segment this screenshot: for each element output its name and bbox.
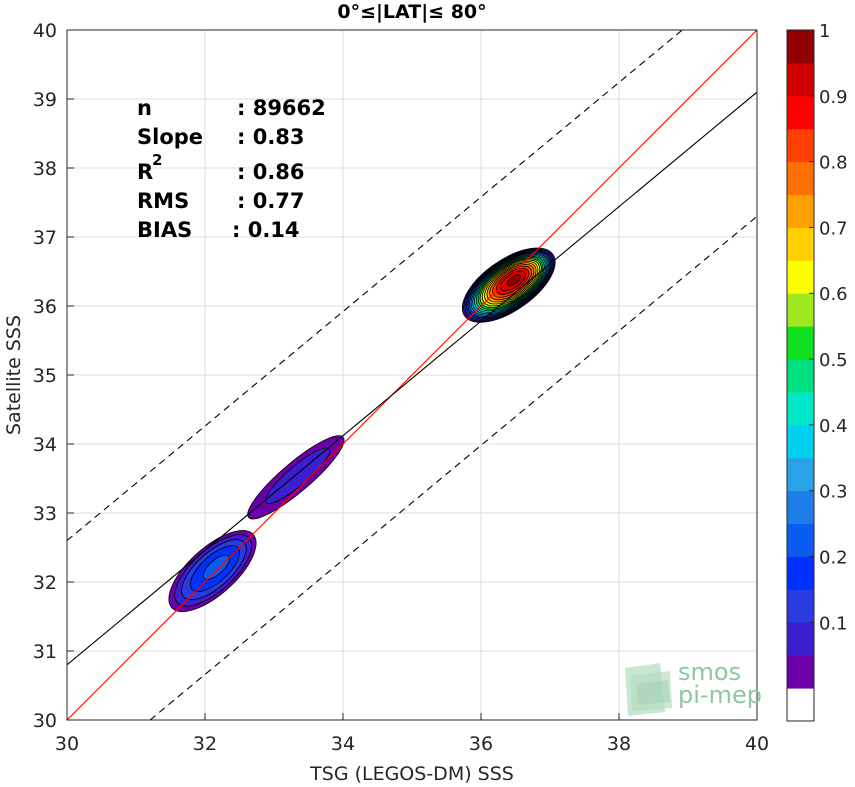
- stat-slope-label: Slope: [137, 125, 203, 149]
- stat-bias-value: : 0.14: [232, 218, 300, 242]
- colorbar-segment: [787, 523, 814, 557]
- stat-n-label: n: [137, 96, 152, 120]
- density-contour-low: [202, 554, 230, 580]
- logo-icon: [625, 663, 672, 716]
- colorbar-segment: [787, 457, 814, 492]
- colorbar-segment: [787, 260, 814, 294]
- logo-line2: pi-mep: [678, 681, 762, 709]
- y-tick-label: 36: [33, 296, 57, 318]
- colorbar-tick-label: 1: [819, 21, 830, 42]
- colorbar-segment: [787, 227, 814, 261]
- x-axis-label: TSG (LEGOS-DM) SSS: [309, 763, 514, 785]
- colorbar-segment: [787, 688, 814, 722]
- line-identity: [67, 30, 757, 720]
- line-upper-band: [67, 30, 684, 542]
- y-tick-label: 32: [33, 572, 57, 594]
- colorbar-segment: [787, 490, 814, 525]
- x-tick-label: 30: [55, 733, 79, 755]
- colorbar-tick-label: 0.9: [819, 87, 848, 108]
- stats-box: n : 89662 Slope : 0.83 R 2 : 0.86 RMS : …: [137, 96, 326, 242]
- colorbar-segment: [787, 622, 814, 656]
- y-tick-label: 33: [33, 503, 57, 525]
- y-tick-label: 34: [33, 434, 57, 456]
- colorbar-segment: [787, 128, 814, 163]
- y-tick-label: 35: [33, 365, 57, 387]
- colorbar-tick-label: 0.3: [819, 482, 848, 503]
- stat-r2-sup: 2: [152, 151, 162, 169]
- line-lower-band: [149, 215, 757, 720]
- colorbar-segments: [787, 30, 814, 722]
- colorbar-tick-label: 0.4: [819, 416, 848, 437]
- density-contours: [168, 247, 556, 613]
- density-contour-high: [506, 274, 521, 286]
- line-fit: [67, 91, 757, 666]
- colorbar-frame: [786, 29, 815, 722]
- reference-lines: [67, 30, 757, 720]
- colorbar-segment: [787, 556, 814, 590]
- stat-slope-value: : 0.83: [237, 125, 305, 149]
- colorbar-segment: [787, 62, 814, 97]
- colorbar-segment: [787, 293, 814, 327]
- colorbar-segment: [787, 424, 814, 459]
- colorbar: 0.1 0.2 0.3 0.4 0.5 0.6 0.7 0.8 0.9 1: [786, 21, 848, 722]
- x-tick-label: 32: [193, 733, 217, 755]
- chart-title: 0°≤|LAT|≤ 80°: [337, 1, 486, 23]
- colorbar-tick-label: 0.6: [819, 284, 848, 305]
- colorbar-segment: [787, 194, 814, 228]
- stat-rms-value: : 0.77: [237, 189, 305, 213]
- stat-rms-label: RMS: [137, 189, 189, 213]
- colorbar-tick-label: 0.8: [819, 153, 848, 174]
- stat-r2-value: : 0.86: [237, 160, 305, 184]
- stat-r2-label: R: [137, 160, 153, 184]
- colorbar-segment: [787, 30, 814, 64]
- logo: smos pi-mep: [625, 658, 762, 716]
- y-tick-label: 40: [33, 20, 57, 42]
- colorbar-segment: [787, 655, 814, 689]
- colorbar-tick-label: 0.1: [819, 613, 848, 634]
- colorbar-segment: [787, 161, 814, 196]
- x-tick-label: 38: [607, 733, 631, 755]
- x-tick-label: 36: [469, 733, 493, 755]
- logo-line1: smos: [678, 658, 741, 686]
- stat-n-value: : 89662: [237, 96, 326, 120]
- colorbar-segment: [787, 359, 814, 393]
- colorbar-tick-label: 0.5: [819, 350, 848, 371]
- colorbar-ticks: 0.1 0.2 0.3 0.4 0.5 0.6 0.7 0.8 0.9 1: [809, 21, 848, 634]
- y-tick-label: 38: [33, 158, 57, 180]
- colorbar-segment: [787, 391, 814, 426]
- colorbar-tick-label: 0.7: [819, 218, 848, 239]
- y-axis-ticks: 30 31 32 33 34 35 36 37 38 39 40: [33, 20, 74, 732]
- colorbar-tick-label: 0.2: [819, 547, 848, 568]
- y-tick-label: 30: [33, 710, 57, 732]
- y-tick-label: 37: [33, 227, 57, 249]
- y-tick-label: 39: [33, 89, 57, 111]
- y-tick-label: 31: [33, 641, 57, 663]
- x-tick-label: 34: [331, 733, 355, 755]
- x-axis-ticks: 30 32 34 36 38 40: [55, 713, 769, 755]
- colorbar-segment: [787, 326, 814, 360]
- stat-bias-label: BIAS: [137, 218, 192, 242]
- colorbar-segment: [787, 589, 814, 623]
- colorbar-segment: [787, 95, 814, 130]
- y-axis-label: Satellite SSS: [3, 315, 25, 435]
- x-tick-label: 40: [745, 733, 769, 755]
